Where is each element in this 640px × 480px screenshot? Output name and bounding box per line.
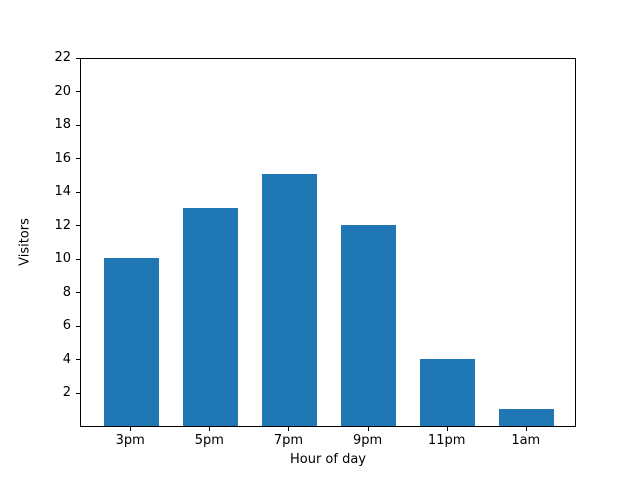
y-tick-label: 22 [54, 50, 71, 65]
y-tick [76, 258, 80, 260]
x-tick [367, 427, 369, 431]
y-tick [76, 91, 80, 93]
y-tick [76, 392, 80, 394]
bar [103, 258, 159, 426]
y-tick-label: 4 [62, 351, 71, 367]
y-tick [76, 359, 80, 361]
y-tick [76, 57, 80, 59]
x-tick [288, 427, 290, 431]
y-tick-label: 18 [54, 117, 71, 133]
y-tick [76, 124, 80, 126]
y-tick-label: 14 [54, 184, 71, 200]
y-tick [76, 325, 80, 327]
bar [419, 358, 476, 426]
y-tick [76, 191, 80, 193]
y-tick [76, 225, 80, 227]
y-tick-label: 2 [62, 385, 71, 401]
plot-area [80, 58, 576, 427]
y-tick [76, 158, 80, 160]
x-tick [130, 427, 132, 431]
y-tick [76, 292, 80, 294]
y-tick-label: 12 [54, 217, 71, 233]
y-tick-label: 16 [54, 150, 71, 166]
x-tick-label: 9pm [352, 433, 383, 448]
x-tick [209, 427, 211, 431]
x-tick [525, 427, 527, 431]
x-tick [446, 427, 448, 431]
x-tick-label: 7pm [273, 433, 304, 448]
x-tick-label: 3pm [115, 433, 145, 448]
bar [499, 409, 555, 426]
x-tick-label: 11pm [427, 433, 466, 448]
y-tick-label: 6 [62, 318, 71, 334]
y-tick-label: 10 [54, 251, 71, 267]
y-tick-label: 8 [62, 284, 71, 300]
bar [340, 224, 397, 426]
y-tick-label: 20 [54, 83, 71, 99]
x-tick-label: 5pm [194, 433, 224, 448]
bar [182, 207, 238, 426]
x-tick-label: 1am [511, 433, 541, 448]
bar [261, 174, 318, 426]
x-axis-label: Hour of day [289, 452, 367, 467]
